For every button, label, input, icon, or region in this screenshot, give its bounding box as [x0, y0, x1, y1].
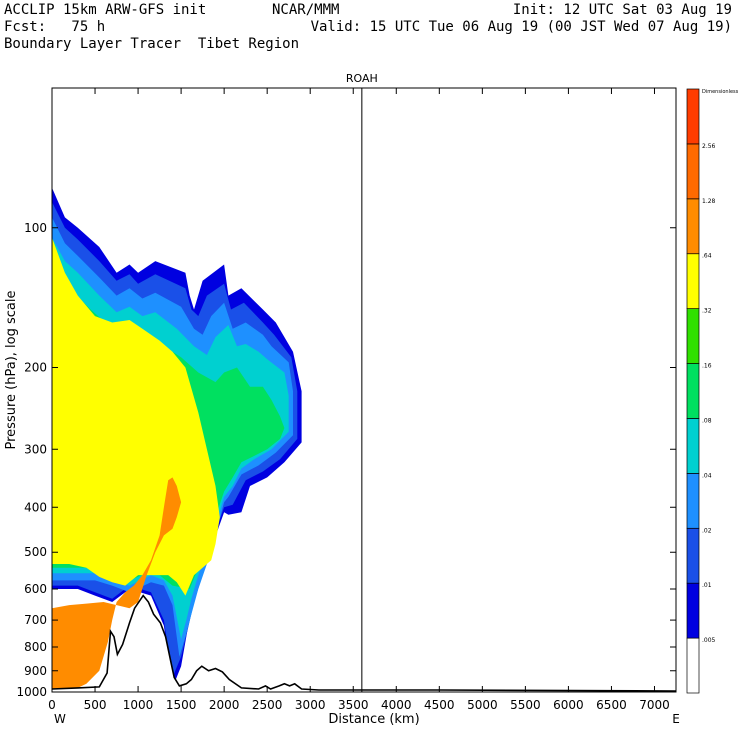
header-line1-left: ACCLIP 15km ARW-GFS init — [4, 2, 207, 18]
colorbar-label: .005 — [702, 637, 716, 644]
colorbar-label: .64 — [702, 253, 712, 260]
terrain-line — [52, 594, 676, 692]
x-tick-label: 1500 — [166, 698, 197, 712]
x-tick-label: 5500 — [510, 698, 541, 712]
x-tick-label: 500 — [84, 698, 107, 712]
x-tick-label: 4000 — [381, 698, 412, 712]
y-tick-label: 500 — [24, 545, 47, 559]
x-tick-label: 2500 — [252, 698, 283, 712]
colorbar-swatch — [686, 198, 700, 255]
colorbar-label: Dimensionless — [702, 89, 739, 95]
y-axis-label: Pressure (hPa), log scale — [4, 291, 19, 450]
terrain-fill — [52, 595, 676, 692]
colorbar-swatch — [686, 418, 700, 474]
plot-axes: ROAH 0 500 1000 1500 2000 2500 3000 3500 4000 4500… — [4, 72, 680, 727]
x-tick-label: 3000 — [295, 698, 326, 712]
y-tick-label: 600 — [24, 582, 47, 596]
colorbar-label: 1.28 — [702, 198, 716, 205]
plume-layer-0.64 — [52, 477, 182, 689]
colorbar-swatch — [686, 363, 700, 419]
colorbar-label: .32 — [702, 308, 712, 315]
colorbar-label: 2.56 — [702, 143, 716, 150]
x-tick-label: 6000 — [553, 698, 584, 712]
header-line3-left: Boundary Layer Tracer Tibet Region — [4, 36, 300, 52]
y-tick-label: 900 — [24, 664, 47, 678]
x-tick-label: 6500 — [596, 698, 627, 712]
colorbar-label: .02 — [702, 527, 712, 534]
x-tick-label: 5000 — [467, 698, 498, 712]
y-tick-label: 700 — [24, 613, 47, 627]
x-end-label-right: E — [672, 712, 680, 726]
colorbar-label: .16 — [702, 363, 712, 370]
x-tick-label: 1000 — [123, 698, 154, 712]
colorbar-swatch — [686, 527, 700, 584]
y-tick-label: 300 — [24, 442, 47, 456]
x-axis-label: Distance (km) — [328, 712, 419, 727]
x-tick-label: 2000 — [209, 698, 240, 712]
x-end-label-left: W — [54, 712, 66, 726]
terrain — [52, 594, 676, 692]
colorbar-swatch — [686, 88, 700, 145]
colorbar: .005 .01 .02 .04 .08 .16 .32 .64 1.28 2.56 Dimensi… — [686, 88, 739, 694]
tracer-plume — [52, 187, 302, 689]
header-line1-mid: NCAR/MMM — [272, 2, 340, 18]
y-tick-label: 400 — [24, 500, 47, 514]
colorbar-swatch — [686, 473, 700, 529]
colorbar-swatch — [686, 253, 700, 309]
chart-title: ROAH — [346, 72, 378, 85]
header-line1-right: Init: 12 UTC Sat 03 Aug 19 — [512, 2, 732, 18]
plot-frame — [51, 87, 677, 693]
colorbar-label: .08 — [702, 417, 712, 424]
x-tick-label: 0 — [48, 698, 56, 712]
colorbar-swatch — [686, 637, 700, 694]
y-tick-label: 1000 — [16, 685, 47, 699]
y-tick-label: 800 — [24, 640, 47, 654]
colorbar-label: .04 — [702, 472, 712, 479]
colorbar-swatch — [686, 143, 700, 200]
x-tick-label: 4500 — [424, 698, 455, 712]
x-tick-label: 7000 — [639, 698, 670, 712]
header-line2-left: Fcst: 75 h — [4, 19, 106, 35]
colorbar-swatch — [686, 308, 700, 364]
colorbar-label: .01 — [702, 582, 712, 589]
x-tick-label: 3500 — [338, 698, 369, 712]
y-tick-label: 100 — [24, 221, 47, 235]
y-tick-label: 200 — [24, 361, 47, 375]
colorbar-swatch — [686, 582, 700, 639]
header-line2-right: Valid: 15 UTC Tue 06 Aug 19 (00 JST Wed … — [310, 19, 732, 35]
